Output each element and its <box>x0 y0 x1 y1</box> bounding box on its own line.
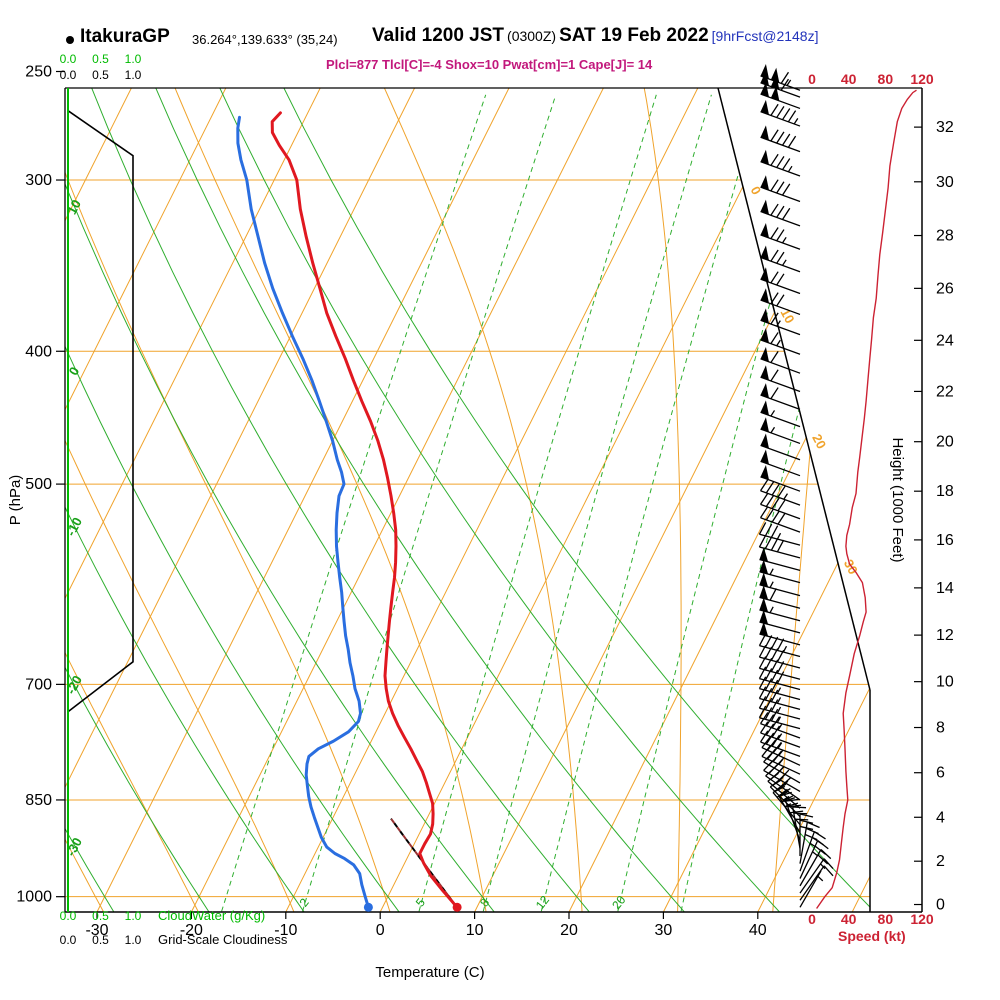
svg-text:120: 120 <box>910 911 934 927</box>
svg-text:0.0: 0.0 <box>60 68 77 82</box>
svg-text:CloudWater (g/Kg): CloudWater (g/Kg) <box>158 908 265 923</box>
svg-text:20: 20 <box>560 922 578 939</box>
svg-text:1.0: 1.0 <box>125 933 142 947</box>
svg-text:0.5: 0.5 <box>92 68 109 82</box>
svg-text:Height (1000 Feet): Height (1000 Feet) <box>889 437 906 562</box>
svg-text:2: 2 <box>297 895 312 909</box>
svg-text:700: 700 <box>25 676 52 693</box>
svg-text:0: 0 <box>376 922 385 939</box>
svg-text:-30: -30 <box>63 835 85 859</box>
svg-text:0: 0 <box>808 911 816 927</box>
valid-time: Valid 1200 JST <box>372 25 505 46</box>
svg-text:1.0: 1.0 <box>125 68 142 82</box>
svg-text:6: 6 <box>936 765 945 782</box>
valid-time-line: Valid 1200 JST (0300Z) SAT 19 Feb 2022 [9hr… <box>372 25 821 47</box>
svg-text:500: 500 <box>25 476 52 493</box>
station-dot-icon <box>66 36 74 44</box>
svg-text:2: 2 <box>936 853 945 870</box>
station-coords: 36.264°,139.633° (35,24) <box>192 32 338 47</box>
svg-text:12: 12 <box>936 627 954 644</box>
svg-text:12: 12 <box>533 893 552 912</box>
stability-indices: Plcl=877 Tlcl[C]=-4 Shox=10 Pwat[cm]=1 C… <box>326 57 653 72</box>
svg-text:20: 20 <box>809 431 829 451</box>
svg-text:-20: -20 <box>180 922 203 939</box>
svg-text:850: 850 <box>25 792 52 809</box>
svg-text:Speed (kt): Speed (kt) <box>838 928 906 944</box>
svg-text:120: 120 <box>910 71 934 87</box>
svg-text:18: 18 <box>936 483 954 500</box>
svg-text:30: 30 <box>655 922 673 939</box>
svg-text:80: 80 <box>878 71 894 87</box>
dewpoint-curve <box>236 115 370 909</box>
svg-text:0.5: 0.5 <box>92 52 109 66</box>
svg-text:4: 4 <box>936 809 945 826</box>
svg-text:0: 0 <box>808 71 816 87</box>
speed-curve <box>816 89 917 909</box>
svg-text:0.0: 0.0 <box>60 933 77 947</box>
temperature-curve <box>270 111 459 909</box>
wind-barbs <box>758 64 834 908</box>
svg-text:0.0: 0.0 <box>60 52 77 66</box>
svg-text:-10: -10 <box>274 922 297 939</box>
svg-text:26: 26 <box>936 280 954 297</box>
svg-text:40: 40 <box>749 922 767 939</box>
svg-text:250: 250 <box>25 64 52 81</box>
svg-text:-10: -10 <box>63 515 85 539</box>
svg-text:0: 0 <box>936 897 945 914</box>
svg-text:-30: -30 <box>85 922 108 939</box>
svg-text:1.0: 1.0 <box>125 52 142 66</box>
grid-orange <box>65 88 870 912</box>
sounding-curves <box>236 111 462 912</box>
svg-text:10: 10 <box>64 197 84 217</box>
svg-text:0.5: 0.5 <box>92 909 109 923</box>
station-name: ItakuraGP <box>80 26 170 47</box>
svg-text:10: 10 <box>466 922 484 939</box>
svg-text:16: 16 <box>936 532 954 549</box>
surface-dewpoint-dot <box>363 902 373 912</box>
svg-text:20: 20 <box>936 434 954 451</box>
svg-text:Temperature (C): Temperature (C) <box>375 964 484 981</box>
svg-text:32: 32 <box>936 119 954 136</box>
valid-utc: (0300Z) <box>507 28 557 44</box>
svg-text:400: 400 <box>25 343 52 360</box>
svg-text:0.5: 0.5 <box>92 933 109 947</box>
svg-text:40: 40 <box>841 71 857 87</box>
valid-date: SAT 19 Feb 2022 <box>559 25 709 46</box>
svg-text:1.0: 1.0 <box>125 909 142 923</box>
svg-text:40: 40 <box>841 911 857 927</box>
svg-text:10: 10 <box>936 674 954 691</box>
svg-text:30: 30 <box>936 174 954 191</box>
svg-text:80: 80 <box>878 911 894 927</box>
cloud-profiles <box>67 88 134 912</box>
speed-profile <box>816 89 917 909</box>
svg-text:0.0: 0.0 <box>60 909 77 923</box>
svg-text:P (hPa): P (hPa) <box>7 475 24 526</box>
svg-text:20: 20 <box>609 893 628 912</box>
svg-text:24: 24 <box>936 332 954 349</box>
svg-text:1000: 1000 <box>16 889 52 906</box>
surface-temp-dot <box>452 902 462 912</box>
svg-text:22: 22 <box>936 383 954 400</box>
svg-text:300: 300 <box>25 172 52 189</box>
svg-text:5: 5 <box>413 895 428 909</box>
svg-text:Grid-Scale Cloudiness: Grid-Scale Cloudiness <box>158 932 288 947</box>
svg-text:28: 28 <box>936 228 954 245</box>
svg-text:8: 8 <box>936 720 945 737</box>
svg-text:14: 14 <box>936 580 954 597</box>
forecast-tag: [9hrFcst@2148z] <box>711 28 819 44</box>
svg-text:10: 10 <box>778 306 798 326</box>
svg-text:-20: -20 <box>63 673 85 697</box>
